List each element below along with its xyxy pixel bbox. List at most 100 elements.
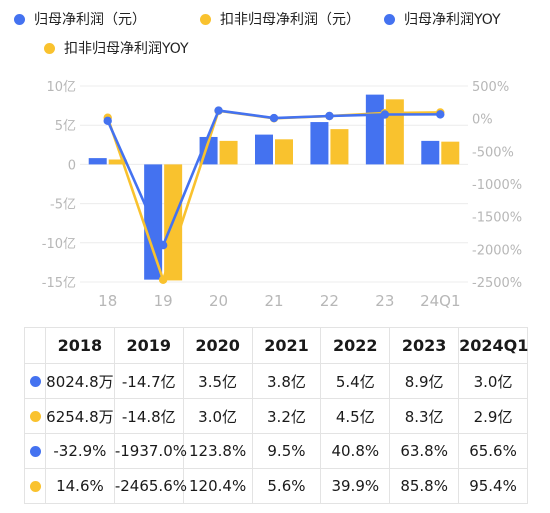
x-axis-tick-label: 21 bbox=[264, 292, 283, 310]
bar-deducted-net-profit bbox=[385, 99, 404, 165]
right-axis-tick-label: -2500% bbox=[472, 276, 522, 291]
table-header-cell: 2023 bbox=[389, 327, 460, 364]
series-color-dot bbox=[29, 376, 41, 387]
x-axis-tick-label: 20 bbox=[209, 292, 228, 310]
table-header-cell: 2020 bbox=[182, 327, 253, 364]
bar-net-profit bbox=[88, 158, 107, 165]
chart-legend: 归母净利润（元） 扣非归母净利润（元） 归母净利润YOY 扣非归母净利润YOY bbox=[0, 0, 550, 62]
x-axis-tick-label: 22 bbox=[320, 292, 339, 310]
table-row: 6254.8万 -14.8亿 3.0亿 3.2亿 4.5亿 8.3亿 2.9亿 bbox=[24, 398, 528, 434]
table-row: 14.6% -2465.6% 120.4% 5.6% 39.9% 85.8% 95.4% bbox=[24, 468, 528, 504]
legend-label: 扣非归母净利润（元） bbox=[220, 12, 360, 28]
row-marker-cell bbox=[24, 398, 46, 434]
left-axis-tick-label: 0 bbox=[68, 158, 76, 173]
table-cell: 85.8% bbox=[389, 468, 460, 504]
series-color-dot bbox=[29, 446, 41, 457]
bar-net-profit bbox=[365, 94, 384, 165]
point-deducted-net-profit-yoy bbox=[158, 275, 168, 284]
table-row: 8024.8万 -14.7亿 3.5亿 3.8亿 5.4亿 8.9亿 3.0亿 bbox=[24, 363, 528, 399]
right-axis-tick-label: -1500% bbox=[472, 211, 522, 226]
table-corner-cell bbox=[24, 327, 46, 364]
table-cell: 3.0亿 bbox=[182, 398, 253, 434]
legend-item-net-profit[interactable]: 归母净利润（元） bbox=[14, 9, 146, 29]
table-cell: 3.2亿 bbox=[251, 398, 322, 434]
bar-deducted-net-profit bbox=[441, 141, 460, 165]
right-axis-tick-label: -2000% bbox=[472, 243, 522, 258]
x-axis-tick-label: 24Q1 bbox=[420, 292, 460, 310]
profit-chart: 10亿 5亿 0 -5亿 -10亿 -15亿 500% 0% -500% -1000% -1500… bbox=[42, 80, 522, 310]
point-net-profit-yoy bbox=[325, 111, 334, 121]
legend-marker bbox=[14, 13, 25, 25]
left-axis-tick-label: -10亿 bbox=[42, 237, 76, 252]
table-cell: -2465.6% bbox=[113, 468, 187, 504]
table-cell: 3.5亿 bbox=[182, 363, 253, 399]
table-row: -32.9% -1937.0% 123.8% 9.5% 40.8% 63.8% 65.6% bbox=[24, 433, 528, 469]
table-header-row: 2018 2019 2020 2021 2022 2023 2024Q1 bbox=[24, 327, 528, 364]
row-marker-cell bbox=[24, 363, 46, 399]
table-header-cell: 2019 bbox=[113, 327, 184, 364]
table-cell: 39.9% bbox=[320, 468, 391, 504]
table-cell: 3.0亿 bbox=[458, 363, 528, 399]
left-axis: 10亿 5亿 0 -5亿 -10亿 -15亿 bbox=[42, 80, 76, 291]
x-axis-tick-label: 23 bbox=[375, 292, 394, 310]
x-axis-tick-label: 19 bbox=[154, 292, 173, 310]
series-color-dot bbox=[29, 481, 41, 492]
table-cell: 65.6% bbox=[458, 433, 528, 469]
table-header-cell: 2021 bbox=[251, 327, 322, 364]
table-cell: 4.5亿 bbox=[320, 398, 391, 434]
table-cell: 5.6% bbox=[251, 468, 322, 504]
table-cell: -14.8亿 bbox=[113, 398, 184, 434]
row-marker-cell bbox=[24, 433, 46, 469]
table-cell: 123.8% bbox=[182, 433, 253, 469]
bar-deducted-net-profit bbox=[275, 139, 293, 165]
table-cell: 14.6% bbox=[45, 468, 115, 504]
point-net-profit-yoy bbox=[380, 110, 390, 119]
bar-deducted-net-profit bbox=[330, 129, 349, 165]
left-axis-tick-label: -15亿 bbox=[42, 276, 76, 291]
table-cell: 63.8% bbox=[389, 433, 460, 469]
x-axis-tick-label: 18 bbox=[98, 292, 117, 310]
series-color-dot bbox=[29, 411, 41, 422]
point-net-profit-yoy bbox=[214, 106, 223, 115]
right-axis-tick-label: 500% bbox=[472, 80, 509, 95]
table-cell: 3.8亿 bbox=[251, 363, 322, 399]
legend-item-deducted-net-profit-yoy[interactable]: 扣非归母净利润YOY bbox=[44, 38, 189, 58]
row-marker-cell bbox=[24, 468, 46, 504]
bar-net-profit bbox=[255, 134, 273, 165]
right-axis-tick-label: 0% bbox=[472, 113, 493, 128]
right-axis-tick-label: -1000% bbox=[472, 178, 522, 193]
line-series bbox=[103, 106, 445, 284]
table-cell: 6254.8万 bbox=[45, 398, 115, 434]
table-header-cell: 2024Q1 bbox=[458, 327, 528, 364]
legend-marker bbox=[384, 13, 395, 25]
table-cell: 8.3亿 bbox=[389, 398, 460, 434]
legend-label: 归母净利润YOY bbox=[404, 12, 501, 28]
legend-label: 扣非归母净利润YOY bbox=[64, 41, 189, 57]
table-header-cell: 2022 bbox=[320, 327, 391, 364]
point-net-profit-yoy bbox=[436, 110, 445, 119]
table-cell: 120.4% bbox=[182, 468, 253, 504]
table-header-cell: 2018 bbox=[45, 327, 115, 364]
table-cell: -1937.0% bbox=[113, 433, 187, 469]
table-cell: 2.9亿 bbox=[458, 398, 528, 434]
point-net-profit-yoy bbox=[269, 113, 279, 123]
point-net-profit-yoy bbox=[158, 241, 168, 250]
bar-net-profit bbox=[310, 122, 329, 165]
table-cell: 95.4% bbox=[458, 468, 528, 504]
right-axis-tick-label: -500% bbox=[472, 145, 514, 160]
table-cell: 8.9亿 bbox=[389, 363, 460, 399]
bar-deducted-net-profit bbox=[219, 140, 238, 165]
table-cell: 5.4亿 bbox=[320, 363, 391, 399]
x-axis: 18 19 20 21 22 23 24Q1 bbox=[98, 292, 460, 310]
table-cell: -32.9% bbox=[45, 433, 115, 469]
legend-item-deducted-net-profit[interactable]: 扣非归母净利润（元） bbox=[200, 9, 360, 29]
legend-marker bbox=[200, 13, 211, 25]
legend-label: 归母净利润（元） bbox=[34, 12, 146, 28]
legend-marker bbox=[44, 42, 55, 54]
bar-net-profit bbox=[421, 140, 440, 165]
bar-deducted-net-profit bbox=[108, 159, 127, 165]
right-axis: 500% 0% -500% -1000% -1500% -2000% -2500% bbox=[472, 80, 522, 291]
legend-item-net-profit-yoy[interactable]: 归母净利润YOY bbox=[384, 9, 501, 29]
data-table: 2018 2019 2020 2021 2022 2023 2024Q1 802… bbox=[24, 327, 528, 504]
left-axis-tick-label: 10亿 bbox=[46, 80, 76, 95]
